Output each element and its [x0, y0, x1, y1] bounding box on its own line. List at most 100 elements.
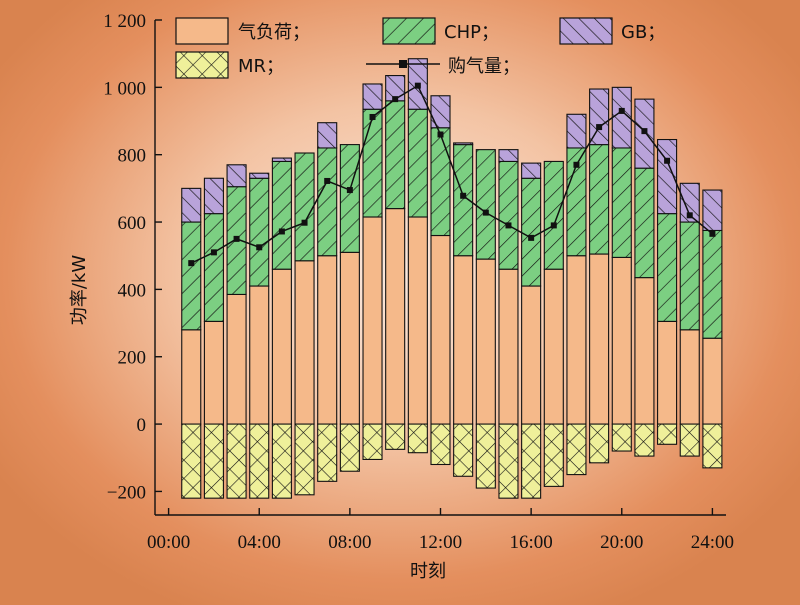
bar-mr [611, 423, 632, 452]
line-point-gas-purchase [256, 244, 263, 251]
bar-chp [317, 147, 338, 257]
bar-gas-load [271, 268, 292, 425]
line-point-gas-purchase [324, 177, 331, 184]
bar-mr [249, 423, 270, 499]
bar-mr [385, 423, 406, 450]
bar-chp [294, 152, 315, 262]
bar-chp [181, 221, 202, 331]
bar-mr [226, 423, 247, 499]
legend-label-chp: CHP； [444, 22, 499, 43]
legend-label-gas-load: 气负荷； [238, 22, 310, 43]
y-tick-label: 800 [118, 146, 147, 167]
bar-chp [634, 167, 655, 279]
bar-mr [475, 423, 496, 489]
bar-gas-load [407, 216, 428, 425]
bar-mr [317, 423, 338, 482]
bar-mr [294, 423, 315, 496]
bar-mr [521, 423, 542, 499]
bar-chp [498, 160, 519, 270]
bar-chp [271, 160, 292, 270]
x-axis-title: 时刻 [410, 561, 446, 582]
y-tick-label: 1 200 [103, 11, 146, 32]
x-tick-label: 04:00 [238, 532, 281, 553]
bar-mr [543, 423, 564, 487]
line-point-gas-purchase [641, 128, 648, 135]
y-axis-title: 功率/kW [69, 255, 90, 325]
bar-gb [362, 83, 383, 110]
line-point-gas-purchase [369, 113, 376, 120]
x-tick-label: 00:00 [147, 532, 190, 553]
bar-gas-load [702, 337, 723, 425]
legend-swatch-chp [382, 17, 436, 45]
bar-gas-load [339, 251, 360, 425]
bar-mr [181, 423, 202, 499]
bar-gas-load [249, 285, 270, 425]
line-gas-purchase [190, 84, 713, 264]
bar-gb [702, 189, 723, 232]
line-point-gas-purchase [505, 222, 512, 229]
x-ticks: 00:00 04:00 08:00 12:00 16:00 20:00 24:00 [147, 508, 734, 553]
y-tick-label: 1 000 [103, 78, 146, 99]
bar-chp [339, 144, 360, 253]
bar-gas-load [475, 258, 496, 425]
y-tick-label: 600 [118, 213, 147, 234]
line-point-gas-purchase [550, 222, 557, 229]
bar-gb [226, 164, 247, 188]
bar-chp [702, 229, 723, 339]
legend: 气负荷； CHP； GB； MR； 购气量； [175, 17, 665, 79]
bar-mr [679, 423, 700, 457]
y-tick-label: 400 [118, 280, 147, 301]
bar-gas-load [498, 268, 519, 425]
y-tick-label: 200 [118, 348, 147, 369]
line-point-gas-purchase [482, 209, 489, 216]
bar-gb [657, 138, 678, 215]
bar-chp [249, 177, 270, 287]
bar-mr [407, 423, 428, 454]
bar-mr [271, 423, 292, 499]
line-point-gas-purchase [686, 212, 693, 219]
bar-gas-load [430, 234, 451, 425]
y-ticks: −200 0 200 400 600 800 1 000 1 200 [103, 11, 162, 503]
bar-mr [453, 423, 474, 477]
bar-gas-load [657, 320, 678, 425]
y-tick-label: 0 [137, 415, 147, 436]
x-tick-label: 16:00 [509, 532, 552, 553]
bar-gas-load [294, 260, 315, 425]
legend-label-mr: MR； [238, 56, 284, 77]
bar-mr [634, 423, 655, 457]
bar-chp [407, 108, 428, 218]
line-point-gas-purchase [528, 234, 535, 241]
bar-gb [521, 162, 542, 179]
bar-gas-load [226, 293, 247, 425]
bar-gas-load [521, 285, 542, 425]
bar-chp [589, 144, 610, 255]
bar-gb [679, 182, 700, 223]
bars-layer [181, 58, 723, 499]
bar-gb [271, 157, 292, 162]
bar-gb [498, 149, 519, 162]
bar-mr [566, 423, 587, 476]
legend-marker-gas-purchase [399, 60, 407, 68]
legend-swatch-gb [559, 17, 613, 45]
bar-chp [475, 149, 496, 260]
line-point-gas-purchase [573, 161, 580, 168]
bar-gb [181, 187, 202, 223]
line-layer [188, 82, 716, 267]
bar-mr [589, 423, 610, 464]
bar-gb [566, 113, 587, 149]
line-point-gas-purchase [278, 228, 285, 235]
bar-chp [657, 213, 678, 322]
bar-gb [249, 172, 270, 179]
bar-gas-load [611, 256, 632, 425]
bar-chp [543, 160, 564, 270]
bar-mr [362, 423, 383, 460]
x-tick-label: 08:00 [328, 532, 371, 553]
bar-chp [362, 108, 383, 218]
bar-gas-load [679, 329, 700, 425]
x-tick-label: 20:00 [600, 532, 643, 553]
legend-swatch-gas-load [175, 17, 229, 45]
bar-gas-load [362, 216, 383, 425]
bar-chp [203, 213, 224, 322]
line-point-gas-purchase [596, 124, 603, 131]
bar-chp [430, 127, 451, 237]
